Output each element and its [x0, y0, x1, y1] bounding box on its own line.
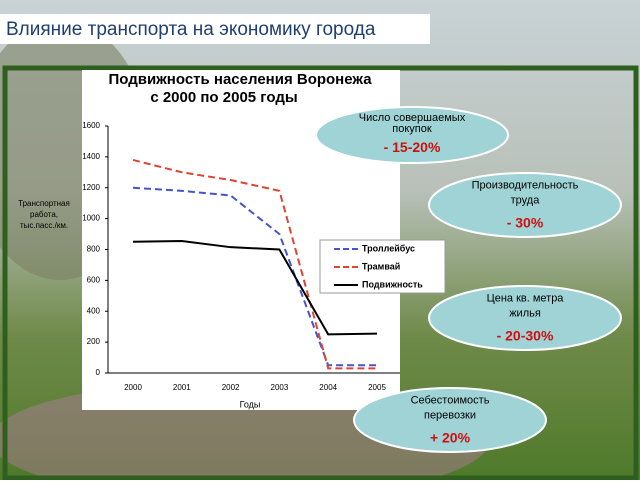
y-tick-label: 0: [96, 368, 101, 377]
callout-value: - 30%: [507, 215, 544, 231]
y-tick-label: 600: [87, 275, 101, 284]
callout-label: покупок: [392, 123, 432, 135]
x-tick-label: 2001: [173, 383, 191, 392]
legend-label: Подвижность: [362, 279, 423, 289]
y-tick-label: 1400: [82, 152, 100, 161]
y-tick-label: 1000: [82, 214, 100, 223]
callout-label: Производительность: [472, 180, 579, 192]
x-tick-label: 2004: [319, 383, 337, 392]
callout-label: жилья: [509, 308, 541, 320]
x-tick-label: 2005: [368, 383, 386, 392]
series-line: [132, 158, 377, 370]
callout-label: Себестоимость: [411, 395, 490, 407]
y-tick-label: 1200: [82, 183, 100, 192]
x-axis-label: Годы: [240, 399, 261, 409]
callout-value: - 15-20%: [384, 139, 441, 155]
callout-label: труда: [511, 195, 541, 207]
series-line: [132, 186, 377, 367]
callout-oval: [428, 172, 622, 238]
callout-label: Цена кв. метра: [487, 293, 565, 305]
x-tick-label: 2002: [222, 383, 240, 392]
frame: [2, 65, 639, 481]
callout-oval: [428, 285, 622, 351]
y-tick-label: 1600: [82, 121, 100, 130]
y-axis-label: тыс.пасс./км.: [20, 221, 68, 230]
y-tick-label: 800: [87, 245, 101, 254]
chart-subtitle: с 2000 по 2005 годы: [150, 89, 297, 106]
callout-label: перевозки: [424, 410, 476, 422]
callout-value: - 20-30%: [497, 328, 554, 344]
y-axis-label: Транспортная: [18, 199, 70, 208]
x-tick-label: 2003: [271, 383, 289, 392]
series-line: [132, 240, 378, 336]
callout-oval: [353, 387, 547, 453]
title-box: [0, 14, 430, 44]
callout-label: Число совершаемых: [359, 112, 466, 124]
slide-title: Влияние транспорта на экономику города: [6, 19, 376, 40]
x-tick-label: 2000: [124, 383, 142, 392]
y-axis-label: работа,: [30, 210, 58, 219]
callout-value: + 20%: [430, 430, 471, 446]
legend-label: Трамвай: [362, 261, 400, 271]
chart-title: Подвижность населения Воронежа: [108, 71, 372, 88]
y-tick-label: 200: [87, 337, 101, 346]
y-tick-label: 400: [87, 306, 101, 315]
legend-label: Троллейбус: [362, 243, 415, 253]
callout-oval: [315, 106, 509, 164]
